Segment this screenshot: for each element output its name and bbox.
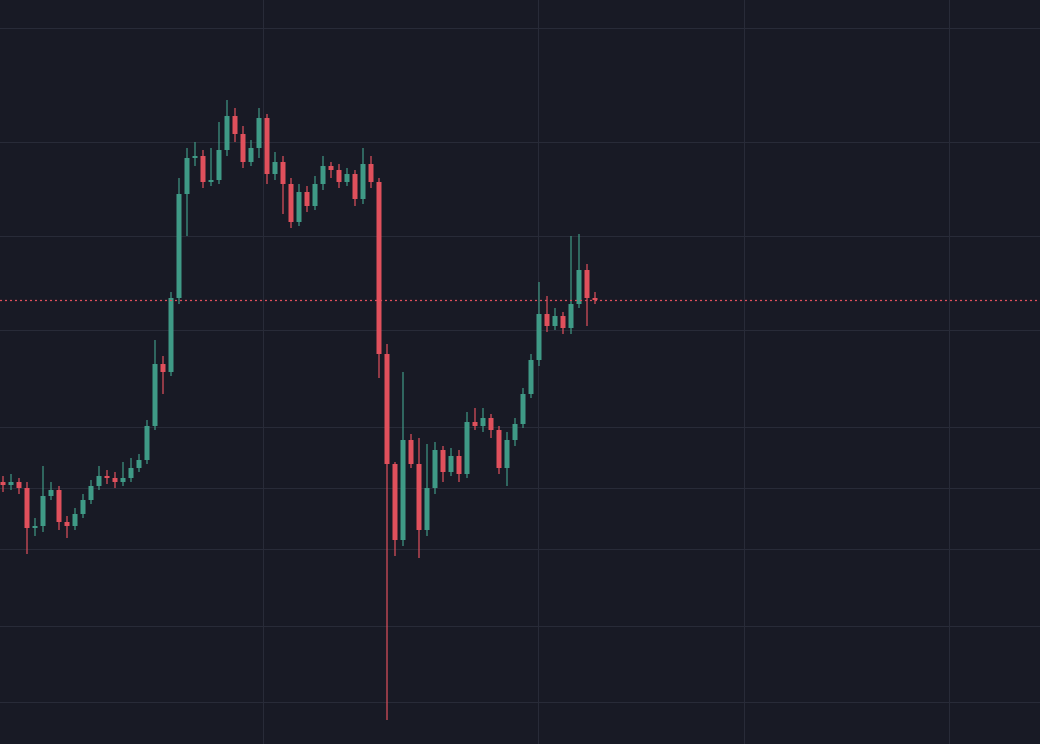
candle-body <box>64 522 70 526</box>
candle-body <box>520 394 526 424</box>
candle-body <box>240 134 246 162</box>
candle-body <box>80 500 86 514</box>
candle-body <box>360 164 366 199</box>
candle-body <box>496 430 502 468</box>
candle-body <box>368 164 374 182</box>
candle-body <box>152 364 158 426</box>
candle-body <box>72 514 78 526</box>
candle-body <box>328 166 334 170</box>
candle-body <box>200 156 206 182</box>
candle-body <box>536 314 542 360</box>
candle-body <box>456 456 462 474</box>
candle-body <box>104 476 110 478</box>
candle-body <box>416 464 422 530</box>
candle-body <box>56 490 62 522</box>
candle-body <box>8 482 14 485</box>
candle-body <box>544 314 550 326</box>
candle-body <box>568 304 574 328</box>
candle-body <box>48 490 54 496</box>
candle-body <box>376 182 382 354</box>
candle-body <box>344 174 350 182</box>
candle-body <box>400 440 406 540</box>
candle-body <box>264 118 270 174</box>
candle-body <box>504 440 510 468</box>
candle-body <box>312 184 318 206</box>
candle-body <box>352 174 358 199</box>
candle-body <box>320 166 326 184</box>
candle-body <box>160 364 166 372</box>
candle-body <box>232 116 238 134</box>
candle-body <box>440 450 446 472</box>
candle-body <box>176 194 182 298</box>
candle-body <box>136 460 142 468</box>
candle-body <box>528 360 534 394</box>
candle-body <box>384 354 390 464</box>
candle-body <box>424 488 430 530</box>
candle-body <box>448 456 454 472</box>
candle-body <box>288 184 294 222</box>
candle-body <box>512 424 518 440</box>
candle-body <box>88 486 94 500</box>
candle-body <box>584 270 590 298</box>
candle-body <box>408 440 414 464</box>
candle-body <box>208 180 214 182</box>
candle-body <box>24 488 30 528</box>
candle-body <box>392 464 398 540</box>
candle-body <box>464 422 470 474</box>
candle-body <box>472 422 478 426</box>
candle-body <box>120 478 126 482</box>
candle-body <box>128 468 134 478</box>
candle-body <box>432 450 438 488</box>
candle-body <box>480 418 486 426</box>
candle-body <box>224 116 230 150</box>
candle-body <box>280 162 286 184</box>
candle-body <box>144 426 150 460</box>
candle-body <box>216 150 222 180</box>
candle-body <box>296 192 302 222</box>
candle-body <box>184 158 190 194</box>
candle-body <box>16 482 22 488</box>
candle-body <box>0 482 6 485</box>
candle-body <box>576 270 582 304</box>
candle-body <box>248 148 254 162</box>
candle-body <box>488 418 494 430</box>
candle-body <box>304 192 310 206</box>
candle-body <box>96 476 102 486</box>
candle-body <box>552 316 558 326</box>
candle-body <box>168 298 174 372</box>
candle-body <box>592 298 598 300</box>
candle-body <box>40 496 46 526</box>
candle-body <box>192 156 198 158</box>
candle-body <box>32 526 38 528</box>
candle-body <box>272 162 278 174</box>
candle-body <box>256 118 262 148</box>
candle-body <box>560 316 566 328</box>
candle-body <box>112 478 118 482</box>
candle-body <box>336 170 342 182</box>
